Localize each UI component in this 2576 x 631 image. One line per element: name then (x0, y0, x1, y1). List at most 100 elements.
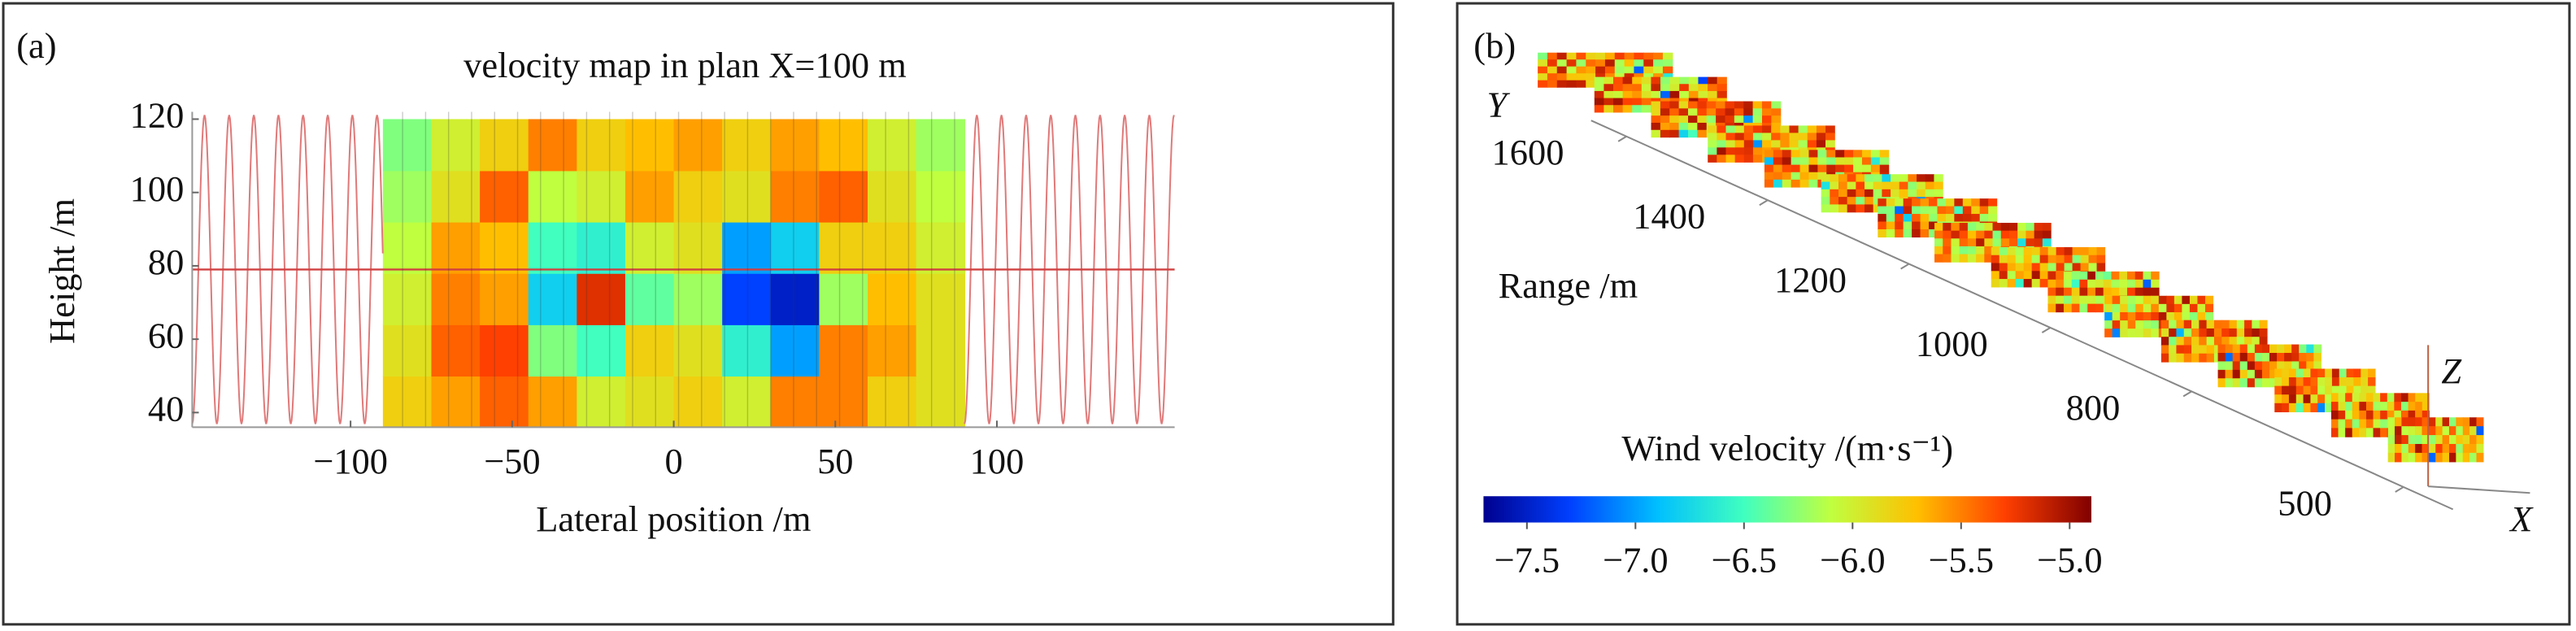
slice-cell (2158, 303, 2167, 313)
slice-cell (1614, 52, 1625, 60)
slice-cell (2160, 353, 2169, 363)
slice-cell (1992, 230, 2002, 239)
slice-cell (1899, 174, 1909, 183)
slice-cell (2325, 377, 2333, 387)
range-label: Range /m (1499, 265, 1638, 306)
slice-cell (2151, 303, 2160, 313)
slice-cell (2365, 419, 2374, 429)
slice-cell (1604, 66, 1616, 74)
slice-cell (1882, 181, 1891, 190)
slice-cell (2072, 263, 2082, 272)
slice-cell (1899, 181, 1909, 190)
slice-cell (1641, 98, 1652, 106)
slice-cell (1937, 198, 1947, 207)
slice-cell (2295, 368, 2304, 378)
slice-cell (1669, 122, 1680, 131)
slice-cell (2365, 428, 2374, 437)
slice-cell (1669, 108, 1680, 116)
slice-cell (1895, 214, 1904, 223)
slice-cell (2361, 377, 2369, 387)
slice-cell (2339, 385, 2348, 395)
slice-cell (1622, 105, 1633, 113)
slice-cell (1879, 164, 1890, 173)
slice-cell (1576, 66, 1586, 74)
slice-cell (1817, 157, 1827, 166)
slice-cell (2395, 443, 2403, 454)
slice-cell (1999, 271, 2008, 280)
slice-cell (1576, 73, 1586, 81)
slice-cell (1954, 214, 1964, 223)
slice-cell (2080, 255, 2090, 264)
slice-cell (2217, 369, 2226, 379)
slice-cell (1847, 204, 1856, 213)
tick-mark (1617, 135, 1627, 142)
slice-cell (2095, 271, 2104, 281)
slice-cell (2338, 410, 2346, 420)
slice-cell (2456, 452, 2464, 463)
slice-cell (2221, 320, 2230, 329)
slice-cell (2422, 393, 2430, 403)
slice-cell (1903, 221, 1912, 230)
slice-cell (1687, 122, 1698, 131)
slice-cell (2338, 428, 2346, 437)
slice-cell (1632, 98, 1643, 106)
slice-cell (1688, 84, 1699, 92)
slice-cell (2042, 238, 2052, 247)
slice-cell (2071, 271, 2081, 281)
slice-cell (2197, 303, 2206, 313)
slice-cell (2476, 426, 2484, 436)
slice-cell (2143, 311, 2152, 321)
slice-cell (2448, 452, 2456, 463)
slice-cell (2206, 328, 2215, 337)
slice-cell (1967, 254, 1977, 263)
slice-cell (1929, 228, 1939, 238)
slice-cell (2229, 328, 2238, 337)
slice-cell (1708, 90, 1718, 99)
heat-cell (382, 324, 433, 377)
slice-cell (2135, 320, 2144, 329)
slice-cell (1934, 181, 1943, 190)
slice-cell (1643, 59, 1654, 67)
slice-cell (2346, 368, 2355, 378)
slice-cell (2269, 344, 2278, 354)
slice-cell (2282, 385, 2290, 395)
slice-cell (1912, 198, 1921, 207)
slice-cell (2395, 417, 2403, 427)
slice-cell (1856, 197, 1865, 206)
slice-cell (2232, 369, 2241, 379)
slice-cell (2373, 410, 2381, 420)
slice-cell (2135, 329, 2144, 337)
slice-cell (1878, 228, 1887, 238)
slice-cell (1780, 140, 1791, 148)
x-axis (2428, 485, 2530, 494)
heat-cell (431, 324, 481, 377)
slice-cell (2353, 385, 2361, 395)
heat-cell (819, 221, 868, 274)
slice-cell (2023, 271, 2033, 280)
slice-cell (1920, 221, 1930, 230)
slice-cell (2034, 230, 2043, 239)
heat-cell (916, 119, 966, 172)
slice-cell (2199, 320, 2208, 329)
slice-cell (1988, 206, 1998, 215)
slice-cell (2160, 345, 2169, 355)
colorbar-tick-label: −6.5 (1712, 539, 1778, 580)
slice-cell (2339, 377, 2348, 387)
heat-cell (528, 272, 578, 325)
slice-cell (1817, 150, 1827, 159)
panel-label: (a) (16, 25, 56, 66)
slice-cell (1825, 133, 1835, 141)
slice-cell (2331, 368, 2340, 378)
slice-cell (2346, 377, 2355, 387)
slice-cell (2428, 426, 2436, 436)
slice-cell (1925, 181, 1935, 190)
slice-cell (1821, 204, 1830, 213)
slice-cell (2442, 417, 2450, 427)
slice-cell (1634, 66, 1644, 74)
slice-cell (1791, 179, 1801, 188)
slice-cell (1717, 90, 1727, 99)
slice-cell (1891, 189, 1900, 198)
range-tick-label: 1200 (1774, 259, 1847, 300)
slice-cell (2247, 361, 2256, 371)
slice-cell (2415, 393, 2423, 403)
